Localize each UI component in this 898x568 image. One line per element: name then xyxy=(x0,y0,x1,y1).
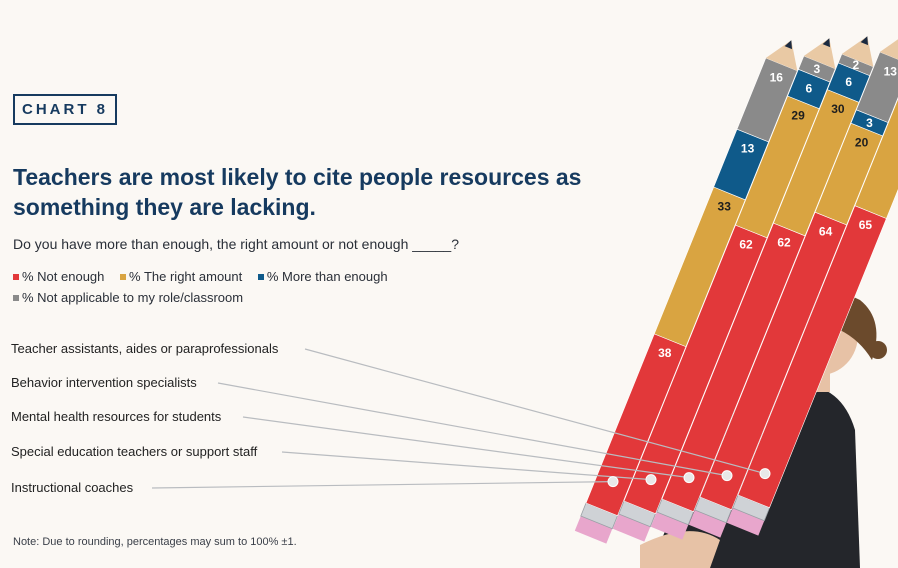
legend-swatch xyxy=(13,295,19,301)
data-label: 6 xyxy=(845,75,852,89)
legend-item-not-enough: % Not enough xyxy=(13,266,104,287)
data-label: 30 xyxy=(831,102,845,116)
legend-label: % More than enough xyxy=(266,269,388,284)
data-label: 62 xyxy=(777,235,791,249)
pencil-eraser xyxy=(688,510,727,538)
legend: % Not enough % The right amount % More t… xyxy=(13,266,433,308)
data-label: 29 xyxy=(791,108,805,122)
leader-dot xyxy=(683,472,695,484)
data-label: 38 xyxy=(658,346,672,360)
legend-swatch xyxy=(13,274,19,280)
leader-line xyxy=(281,451,652,481)
data-label: 20 xyxy=(855,136,869,150)
legend-label: % The right amount xyxy=(129,269,243,284)
pencil-bar: 38 33 13 16 xyxy=(574,40,798,544)
pencil-lead xyxy=(860,36,868,46)
legend-label: % Not applicable to my role/classroom xyxy=(22,290,244,305)
data-label: 62 xyxy=(739,237,753,251)
data-label: 3 xyxy=(814,62,821,76)
person-hair-bun xyxy=(869,341,887,359)
pencil-bar: 64 20 3 13 xyxy=(688,39,898,538)
bar-segment xyxy=(856,51,898,123)
bar-segment xyxy=(854,98,898,219)
pencil-lead xyxy=(784,40,792,50)
legend-item-right-amount: % The right amount xyxy=(120,266,242,287)
legend-label: % Not enough xyxy=(22,269,105,284)
data-label: 2 xyxy=(852,58,859,72)
data-label: 13 xyxy=(884,64,898,78)
pencil-lead xyxy=(822,38,830,48)
chart-badge: CHART 8 xyxy=(13,94,117,125)
data-label: 3 xyxy=(866,116,873,130)
legend-item-more-than-enough: % More than enough xyxy=(257,266,388,287)
person-hand xyxy=(640,531,720,568)
data-label: 16 xyxy=(770,70,784,84)
category-label: Behavior intervention specialists xyxy=(11,375,197,390)
leader-line xyxy=(217,382,728,477)
leader-dot xyxy=(645,474,657,486)
legend-swatch xyxy=(120,274,127,280)
pencil-eraser xyxy=(612,514,651,542)
data-label: 65 xyxy=(859,218,873,232)
pencil-eraser xyxy=(726,508,765,536)
pencil-tip xyxy=(879,39,898,60)
data-label: 33 xyxy=(718,199,732,213)
data-label: 6 xyxy=(806,82,813,96)
category-label: Teacher assistants, aides or paraprofess… xyxy=(11,341,279,356)
leader-dot xyxy=(721,470,733,482)
chart-question: Do you have more than enough, the right … xyxy=(13,236,459,252)
leader-line xyxy=(151,481,614,489)
category-label: Special education teachers or support st… xyxy=(11,444,258,459)
legend-swatch xyxy=(257,274,264,280)
chart-title: Teachers are most likely to cite people … xyxy=(13,164,582,220)
category-label: Mental health resources for students xyxy=(11,409,222,424)
leader-dot xyxy=(759,468,771,480)
leader-line xyxy=(304,348,766,475)
data-label: 64 xyxy=(819,225,833,239)
leader-dot xyxy=(607,476,619,488)
pencil-bar: 652655 xyxy=(726,98,898,536)
leader-line xyxy=(242,416,690,479)
legend-item-not-applicable: % Not applicable to my role/classroom xyxy=(13,287,243,308)
data-label: 13 xyxy=(741,142,755,156)
pencil-eraser xyxy=(574,516,613,544)
category-label: Instructional coaches xyxy=(11,480,134,495)
pencil-eraser xyxy=(650,512,689,540)
chart-note: Note: Due to rounding, percentages may s… xyxy=(13,536,297,548)
